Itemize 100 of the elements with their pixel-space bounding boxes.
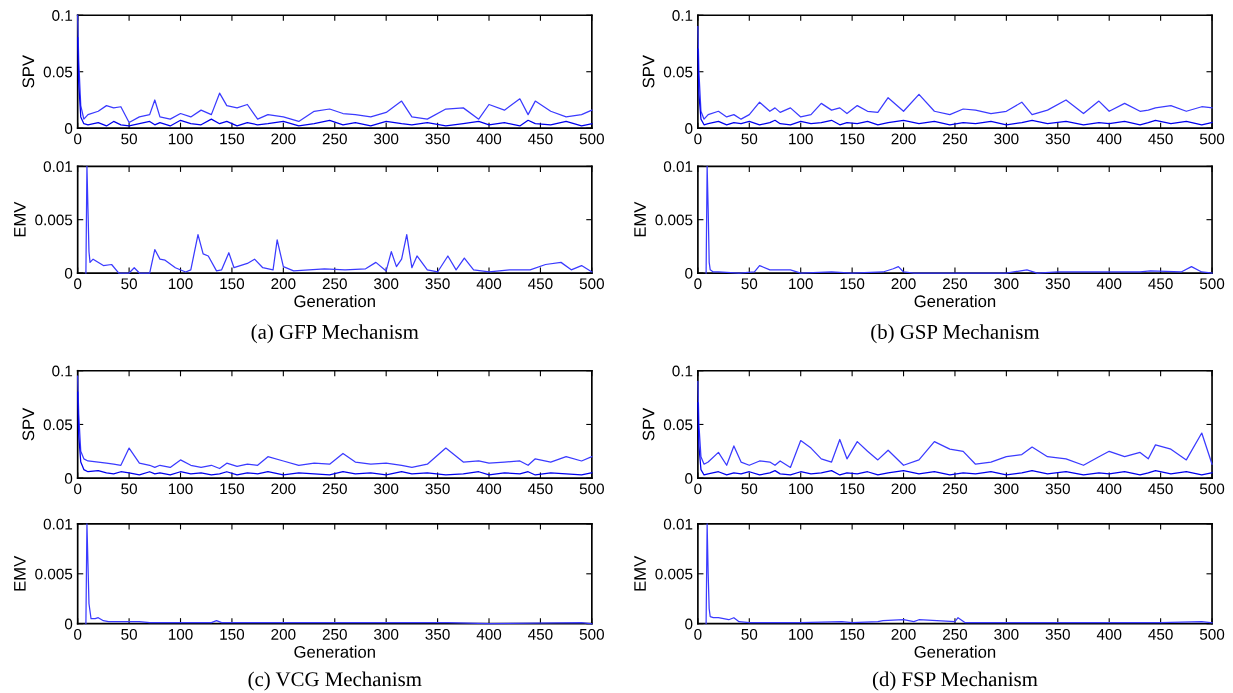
- x-tick-label: 150: [220, 628, 245, 640]
- y-tick-label: 0.01: [663, 161, 693, 173]
- y-tick-label: 0.05: [663, 419, 693, 431]
- y-axis-title: EMV: [634, 555, 646, 591]
- y-tick-label: 0: [64, 123, 73, 134]
- x-tick-label: 0: [74, 483, 82, 495]
- x-tick-label: 0: [694, 628, 702, 640]
- x-tick-label: 350: [425, 278, 450, 290]
- y-axis-title: SPV: [642, 407, 655, 441]
- y-tick-label: 0: [685, 267, 693, 279]
- line-series: [697, 48, 1213, 126]
- x-tick-label: 50: [121, 483, 137, 495]
- x-tick-label: 300: [374, 483, 399, 495]
- y-tick-label: 0.1: [52, 10, 73, 21]
- x-tick-label: 500: [579, 628, 604, 640]
- x-axis-title: Generation: [294, 294, 375, 308]
- x-tick-label: 0: [694, 483, 702, 495]
- x-tick-label: 300: [374, 133, 399, 145]
- x-tick-label: 250: [942, 628, 968, 640]
- x-tick-label: 150: [840, 628, 865, 640]
- x-tick-label: 250: [322, 628, 347, 640]
- x-tick-label: 250: [942, 133, 968, 145]
- x-tick-label: 200: [271, 628, 296, 640]
- x-tick-label: 350: [1045, 278, 1070, 290]
- x-tick-label: 450: [528, 628, 553, 640]
- x-tick-label: 300: [374, 278, 399, 290]
- x-tick-label: 400: [476, 628, 502, 640]
- y-tick-label: 0.01: [43, 518, 73, 530]
- text: (a) GFP Mechanism: [251, 324, 419, 344]
- x-tick-label: 500: [1199, 133, 1225, 145]
- x-tick-label: 500: [1199, 483, 1225, 495]
- x-tick-label: 400: [476, 483, 502, 495]
- x-tick-label: 50: [741, 278, 758, 290]
- x-tick-label: 450: [1148, 628, 1173, 640]
- x-tick-label: 500: [579, 278, 604, 290]
- x-tick-label: 250: [942, 483, 968, 495]
- y-tick-label: 0.05: [43, 66, 73, 78]
- x-tick-label: 200: [891, 483, 916, 495]
- x-tick-label: 500: [579, 133, 604, 145]
- x-tick-label: 100: [168, 278, 193, 290]
- y-tick-label: 0.05: [43, 419, 73, 431]
- x-tick-label: 100: [168, 628, 193, 640]
- x-tick-label: 350: [1045, 628, 1070, 640]
- y-tick-label: 0.1: [672, 365, 693, 377]
- line-series: [697, 380, 1213, 469]
- x-tick-label: 150: [220, 133, 245, 145]
- y-tick-label: 0.005: [35, 568, 73, 580]
- x-tick-label: 200: [271, 133, 296, 145]
- x-tick-label: 450: [528, 133, 553, 145]
- x-tick-label: 200: [271, 483, 296, 495]
- line-series: [85, 165, 593, 274]
- x-tick-label: 50: [741, 133, 758, 145]
- x-tick-label: 400: [1096, 628, 1122, 640]
- x-tick-label: 100: [168, 483, 193, 495]
- y-tick-label: 0.1: [672, 10, 693, 21]
- text: (c) VCG Mechanism: [248, 671, 422, 691]
- x-tick-label: 150: [840, 278, 865, 290]
- x-tick-label: 0: [74, 628, 82, 640]
- x-axis-title: Generation: [914, 294, 996, 308]
- x-tick-label: 0: [694, 278, 702, 290]
- y-tick-label: 0: [685, 473, 693, 484]
- text: (b) GSP Mechanism: [871, 324, 1040, 344]
- y-tick-label: 0: [64, 267, 73, 279]
- x-tick-label: 450: [1148, 278, 1173, 290]
- line-series: [77, 375, 593, 470]
- y-tick-label: 0.005: [655, 214, 693, 226]
- line-series: [705, 523, 1213, 625]
- x-tick-label: 350: [1045, 483, 1070, 495]
- x-tick-label: 250: [942, 278, 968, 290]
- x-tick-label: 300: [994, 483, 1019, 495]
- text: (d) FSP Mechanism: [872, 671, 1038, 691]
- line-series: [697, 25, 1213, 120]
- y-tick-label: 0.1: [52, 365, 73, 377]
- x-tick-label: 450: [1148, 483, 1173, 495]
- y-axis-title: SPV: [642, 55, 655, 88]
- x-tick-label: 0: [74, 278, 82, 290]
- x-tick-label: 450: [1148, 133, 1173, 145]
- x-tick-label: 500: [1199, 628, 1225, 640]
- x-tick-label: 100: [789, 628, 813, 640]
- x-tick-label: 250: [322, 278, 347, 290]
- x-tick-label: 200: [891, 628, 916, 640]
- x-tick-label: 0: [694, 133, 702, 145]
- x-tick-label: 50: [741, 628, 758, 640]
- x-tick-label: 100: [789, 278, 813, 290]
- y-tick-label: 0.005: [35, 214, 73, 226]
- x-tick-label: 200: [271, 278, 296, 290]
- x-tick-label: 450: [528, 278, 553, 290]
- x-tick-label: 150: [840, 133, 865, 145]
- x-tick-label: 50: [121, 278, 137, 290]
- x-tick-label: 300: [374, 628, 399, 640]
- x-axis-title: Generation: [914, 645, 996, 658]
- x-tick-label: 150: [220, 483, 245, 495]
- y-axis-title: SPV: [22, 407, 35, 441]
- y-axis-title: EMV: [634, 201, 646, 237]
- x-tick-label: 50: [121, 133, 137, 145]
- line-series: [705, 165, 1213, 274]
- y-axis-title: SPV: [22, 55, 35, 88]
- x-tick-label: 400: [476, 133, 502, 145]
- x-tick-label: 450: [528, 483, 553, 495]
- x-tick-label: 50: [741, 483, 758, 495]
